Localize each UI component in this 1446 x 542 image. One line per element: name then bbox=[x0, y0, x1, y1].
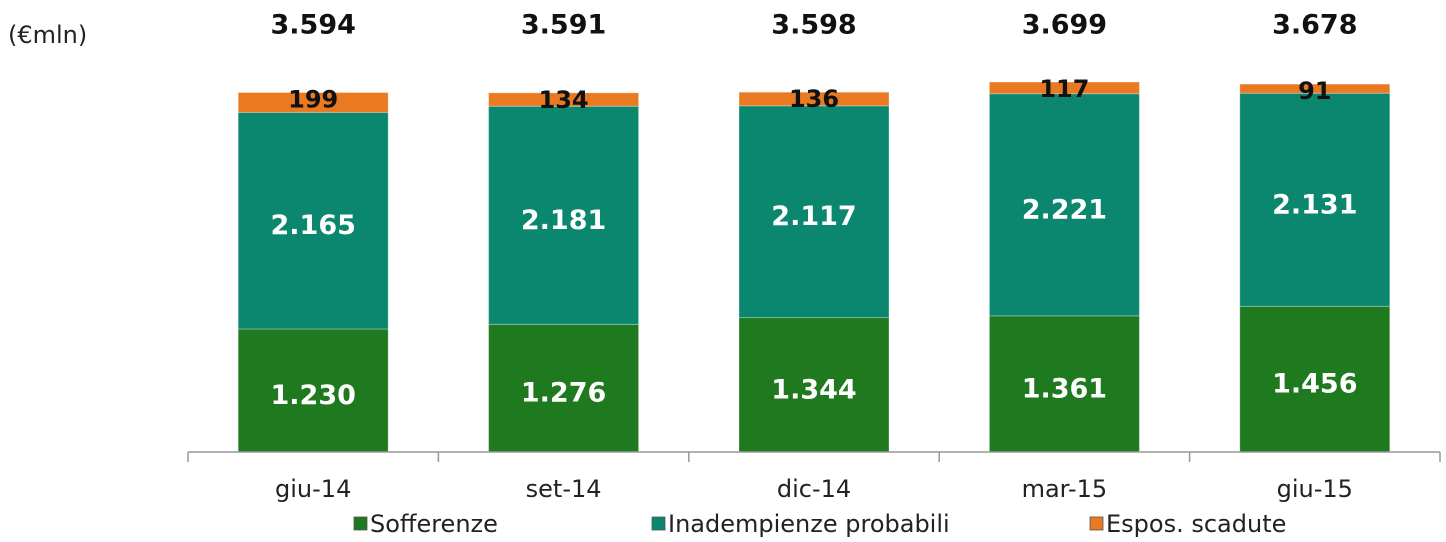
data-label: 91 bbox=[1298, 77, 1331, 105]
bar-segment bbox=[488, 323, 640, 453]
data-label: 1.230 bbox=[270, 380, 355, 411]
data-label: 199 bbox=[288, 86, 338, 114]
data-label: 2.117 bbox=[771, 201, 856, 232]
x-tick-label: giu-15 bbox=[1277, 475, 1353, 503]
total-label: 3.594 bbox=[270, 10, 355, 41]
total-label: 3.598 bbox=[771, 10, 856, 41]
bar-segment bbox=[237, 111, 389, 330]
data-label: 136 bbox=[789, 85, 839, 113]
data-label: 134 bbox=[539, 86, 589, 114]
bar-segment bbox=[738, 317, 890, 453]
total-label: 3.591 bbox=[521, 10, 606, 41]
bar-segment bbox=[988, 93, 1140, 317]
bar-segment bbox=[1239, 92, 1391, 307]
data-label: 2.181 bbox=[521, 205, 606, 236]
data-label: 1.361 bbox=[1022, 373, 1107, 404]
legend-label: Sofferenze bbox=[370, 510, 498, 538]
unit-label: (€mln) bbox=[8, 21, 87, 49]
data-label: 117 bbox=[1039, 75, 1089, 103]
legend-label: Inadempienze probabili bbox=[668, 510, 950, 538]
x-tick-label: dic-14 bbox=[777, 475, 851, 503]
data-label: 2.221 bbox=[1022, 194, 1107, 225]
data-label: 1.276 bbox=[521, 378, 606, 409]
bar-segment bbox=[738, 105, 890, 319]
bar-segment bbox=[1239, 83, 1391, 94]
x-tick-label: mar-15 bbox=[1022, 475, 1108, 503]
bar-segment bbox=[488, 105, 640, 325]
x-tick-label: giu-14 bbox=[275, 475, 351, 503]
total-label: 3.699 bbox=[1022, 10, 1107, 41]
data-label: 2.131 bbox=[1272, 189, 1357, 220]
bar-segment bbox=[488, 92, 640, 107]
x-tick-label: set-14 bbox=[526, 475, 602, 503]
legend-marker bbox=[651, 516, 666, 531]
data-label: 1.456 bbox=[1272, 369, 1357, 400]
bar-segment bbox=[988, 81, 1140, 95]
bar-segment bbox=[738, 91, 890, 107]
data-label: 2.165 bbox=[270, 210, 355, 241]
bar-segment bbox=[1239, 305, 1391, 453]
bar-segment bbox=[237, 328, 389, 453]
legend-marker bbox=[1089, 516, 1104, 531]
legend-marker bbox=[353, 516, 368, 531]
bar-segment bbox=[237, 92, 389, 113]
data-label: 1.344 bbox=[771, 374, 856, 405]
total-label: 3.678 bbox=[1272, 10, 1357, 41]
legend-label: Espos. scadute bbox=[1106, 510, 1286, 538]
